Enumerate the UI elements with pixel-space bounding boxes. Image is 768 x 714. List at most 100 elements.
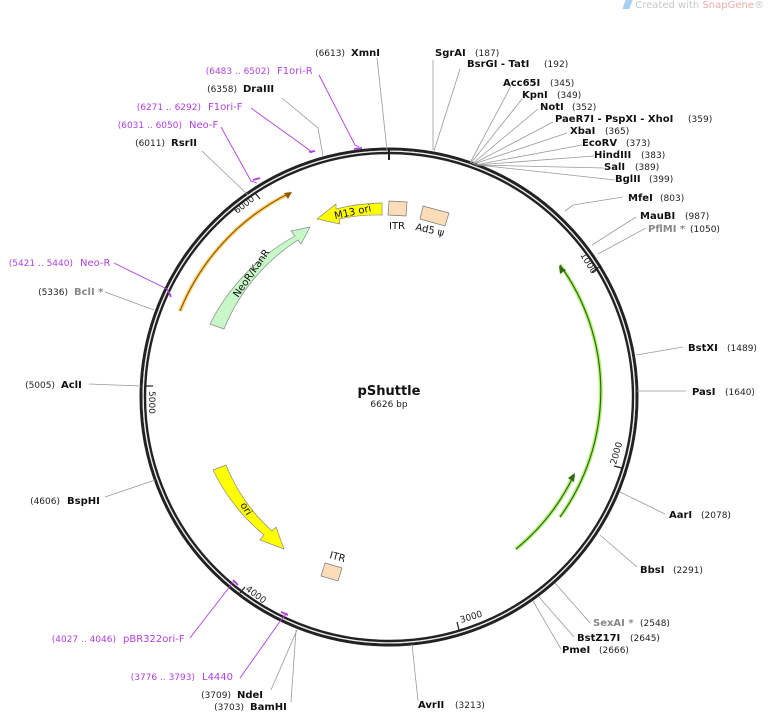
svg-text:BamHI: BamHI <box>250 702 287 713</box>
svg-text:(1640): (1640) <box>725 388 755 398</box>
feature-itr-top[interactable]: ITR <box>387 200 408 232</box>
primer-l4440[interactable]: (3776 .. 3793) L4440 <box>131 672 233 683</box>
feature-itr-bottom[interactable]: ITR <box>320 550 347 582</box>
svg-text:(3776 .. 3793): (3776 .. 3793) <box>131 673 195 683</box>
enzyme-aari[interactable]: AarI (2078) <box>669 510 731 521</box>
enzyme-pflmi[interactable]: PflMI * (1050) <box>648 224 720 235</box>
svg-text:(6031 .. 6050): (6031 .. 6050) <box>118 121 182 131</box>
plasmid-name: pShuttle <box>358 384 421 399</box>
enzyme-acli[interactable]: (5005) AclI <box>25 380 82 391</box>
svg-text:HindIII: HindIII <box>594 150 631 161</box>
svg-text:DraIII: DraIII <box>243 84 274 95</box>
svg-text:(4027 .. 4046): (4027 .. 4046) <box>52 635 116 645</box>
tick-5000: 5000 <box>145 385 156 414</box>
enzyme-xmni[interactable]: (6613) XmnI <box>315 48 380 59</box>
svg-text:AvrII: AvrII <box>418 700 444 711</box>
feature-m13-ori[interactable]: M13 ori <box>316 202 383 225</box>
svg-text:KpnI: KpnI <box>522 90 548 101</box>
svg-text:EcoRV: EcoRV <box>582 138 617 149</box>
enzyme-bstxi[interactable]: BstXI (1489) <box>688 343 757 354</box>
enzyme-hindiii[interactable]: HindIII (383) <box>594 150 665 161</box>
svg-text:(192): (192) <box>544 60 568 70</box>
enzyme-pasi[interactable]: PasI (1640) <box>692 387 755 398</box>
snapgene-watermark: Created with SnapGene® <box>622 0 764 11</box>
primer-f1ori-f[interactable]: (6271 .. 6292) F1ori-F <box>137 102 243 113</box>
svg-text:(2291): (2291) <box>673 566 703 576</box>
enzyme-avrii[interactable]: AvrII (3213) <box>418 700 485 711</box>
svg-text:PmeI: PmeI <box>562 645 590 656</box>
enzyme-bamhi[interactable]: (3703) BamHI <box>214 702 287 713</box>
orf-arc-green-short <box>514 473 576 551</box>
enzyme-bstz17i[interactable]: BstZ17I (2645) <box>577 633 660 644</box>
feature-ad5-psi[interactable]: Ad5 ψ <box>414 205 450 239</box>
svg-text:Acc65I: Acc65I <box>503 78 540 89</box>
orf-arc-orange <box>178 191 292 312</box>
enzyme-paer7i-pspxi-xhoi[interactable]: PaeR7I - PspXI - XhoI (359) <box>555 114 712 125</box>
enzyme-bsrgi-tati[interactable]: BsrGI - TatI (192) <box>467 59 568 70</box>
feature-ori[interactable]: ori <box>212 464 285 550</box>
svg-text:(349): (349) <box>557 91 581 101</box>
svg-text:2000: 2000 <box>609 441 625 466</box>
svg-text:ITR: ITR <box>328 550 346 565</box>
primer-f1ori-r[interactable]: (6483 .. 6502) F1ori-R <box>206 66 313 77</box>
enzyme-sexai[interactable]: SexAI * (2548) <box>593 618 670 629</box>
svg-text:(1050): (1050) <box>690 225 720 235</box>
svg-text:PasI: PasI <box>692 387 715 398</box>
svg-text:M13 ori: M13 ori <box>333 203 372 222</box>
svg-text:(187): (187) <box>475 49 499 59</box>
enzyme-acc65i[interactable]: Acc65I (345) <box>503 78 574 89</box>
enzyme-mfei[interactable]: MfeI (803) <box>628 193 684 204</box>
enzyme-sgrai[interactable]: SgrAI (187) <box>435 48 499 59</box>
svg-text:(987): (987) <box>685 212 709 222</box>
svg-text:Neo-F: Neo-F <box>189 120 219 131</box>
svg-text:(6358): (6358) <box>207 85 237 95</box>
svg-text:pBR322ori-F: pBR322ori-F <box>123 634 185 645</box>
svg-text:(373): (373) <box>626 139 650 149</box>
enzyme-ndei[interactable]: (3709) NdeI <box>201 690 263 701</box>
enzyme-bglii[interactable]: BglII (399) <box>615 174 673 185</box>
enzyme-xbai[interactable]: XbaI (365) <box>570 126 629 137</box>
enzyme-sali[interactable]: SalI (389) <box>604 162 659 173</box>
svg-text:(3703): (3703) <box>214 703 244 713</box>
svg-text:SexAI *: SexAI * <box>593 618 634 629</box>
svg-text:F1ori-F: F1ori-F <box>208 102 243 113</box>
svg-text:PaeR7I - PspXI - XhoI: PaeR7I - PspXI - XhoI <box>555 114 673 125</box>
svg-text:(5421 .. 5440): (5421 .. 5440) <box>9 259 73 269</box>
enzyme-bbsi[interactable]: BbsI (2291) <box>640 565 703 576</box>
svg-text:(3213): (3213) <box>455 701 485 711</box>
primer-neo-r[interactable]: (5421 .. 5440) Neo-R <box>9 258 111 269</box>
svg-text:AarI: AarI <box>669 510 692 521</box>
enzyme-bsphi[interactable]: (4606) BspHI <box>30 496 100 507</box>
svg-text:(365): (365) <box>605 127 629 137</box>
svg-text:NdeI: NdeI <box>237 690 263 701</box>
svg-text:(1489): (1489) <box>727 344 757 354</box>
svg-text:(3709): (3709) <box>201 691 231 701</box>
svg-text:1000: 1000 <box>577 251 598 276</box>
svg-text:BbsI: BbsI <box>640 565 664 576</box>
primer-pbr322ori-f[interactable]: (4027 .. 4046) pBR322ori-F <box>52 634 185 645</box>
enzyme-pmei[interactable]: PmeI (2666) <box>562 645 629 656</box>
enzyme-leaders <box>88 57 686 703</box>
enzyme-rsrii[interactable]: (6011) RsrII <box>135 138 197 149</box>
svg-text:XbaI: XbaI <box>570 126 595 137</box>
svg-text:(383): (383) <box>641 151 665 161</box>
svg-text:L4440: L4440 <box>202 672 233 683</box>
enzyme-maubi[interactable]: MauBI (987) <box>640 211 709 222</box>
svg-text:AclI: AclI <box>61 380 82 391</box>
svg-text:BglII: BglII <box>615 174 641 185</box>
enzyme-draiii[interactable]: (6358) DraIII <box>207 84 274 95</box>
primer-neo-f[interactable]: (6031 .. 6050) Neo-F <box>118 120 219 131</box>
enzyme-ecorv[interactable]: EcoRV (373) <box>582 138 650 149</box>
enzyme-noti[interactable]: NotI (352) <box>540 102 596 113</box>
svg-text:(2548): (2548) <box>640 619 670 629</box>
svg-text:NotI: NotI <box>540 102 564 113</box>
svg-text:NeoR/KanR: NeoR/KanR <box>231 248 272 300</box>
svg-text:SalI: SalI <box>604 162 625 173</box>
svg-text:BspHI: BspHI <box>67 496 100 507</box>
enzyme-bcli[interactable]: (5336) BclI * <box>38 287 104 298</box>
svg-text:(5005): (5005) <box>25 381 55 391</box>
svg-text:(6613): (6613) <box>315 49 345 59</box>
svg-text:5000: 5000 <box>146 391 156 414</box>
enzyme-kpni[interactable]: KpnI (349) <box>522 90 581 101</box>
